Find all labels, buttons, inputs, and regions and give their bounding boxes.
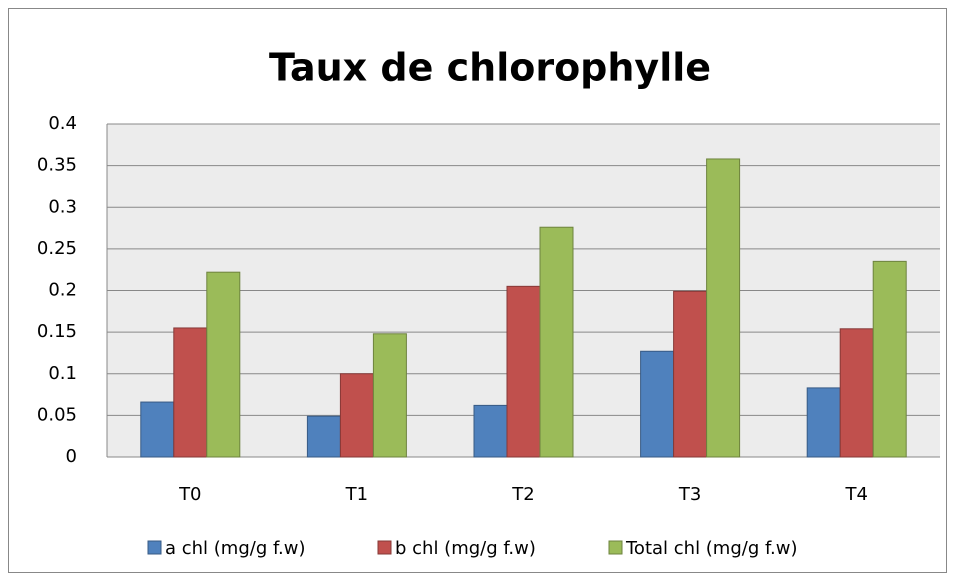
legend-swatch — [147, 540, 162, 555]
y-tick-label: 0.1 — [48, 363, 77, 384]
bar — [640, 350, 675, 458]
y-tick-label: 0.2 — [48, 280, 77, 301]
x-tick-label: T4 — [844, 484, 867, 505]
y-tick-label: 0.35 — [37, 155, 77, 176]
y-tick-label: 0.05 — [37, 404, 77, 425]
bar — [206, 271, 241, 458]
bar — [473, 404, 508, 458]
y-tick-label: 0 — [66, 446, 77, 467]
bar — [306, 415, 341, 458]
x-tick-label: T2 — [511, 484, 534, 505]
chart-title: Taux de chlorophylle — [269, 46, 711, 90]
bar — [806, 387, 841, 458]
bar — [673, 290, 708, 458]
y-tick-label: 0.25 — [37, 238, 77, 259]
x-tick-label: T3 — [678, 484, 701, 505]
bar — [173, 327, 208, 458]
bar — [706, 158, 741, 458]
x-tick-label: T0 — [178, 484, 201, 505]
bar — [872, 260, 907, 458]
legend-swatch — [608, 540, 623, 555]
y-tick-label: 0.15 — [37, 321, 77, 342]
bar — [539, 226, 574, 458]
bar — [839, 328, 874, 458]
bar — [506, 285, 541, 458]
legend-swatch — [377, 540, 392, 555]
bar — [339, 373, 374, 458]
bar — [140, 401, 175, 458]
bar — [372, 333, 407, 458]
legend-label: a chl (mg/g f.w) — [165, 538, 305, 559]
legend-label: Total chl (mg/g f.w) — [625, 538, 797, 559]
y-tick-label: 0.4 — [48, 113, 77, 134]
legend-label: b chl (mg/g f.w) — [395, 538, 536, 559]
y-tick-label: 0.3 — [48, 196, 77, 217]
x-tick-label: T1 — [345, 484, 368, 505]
